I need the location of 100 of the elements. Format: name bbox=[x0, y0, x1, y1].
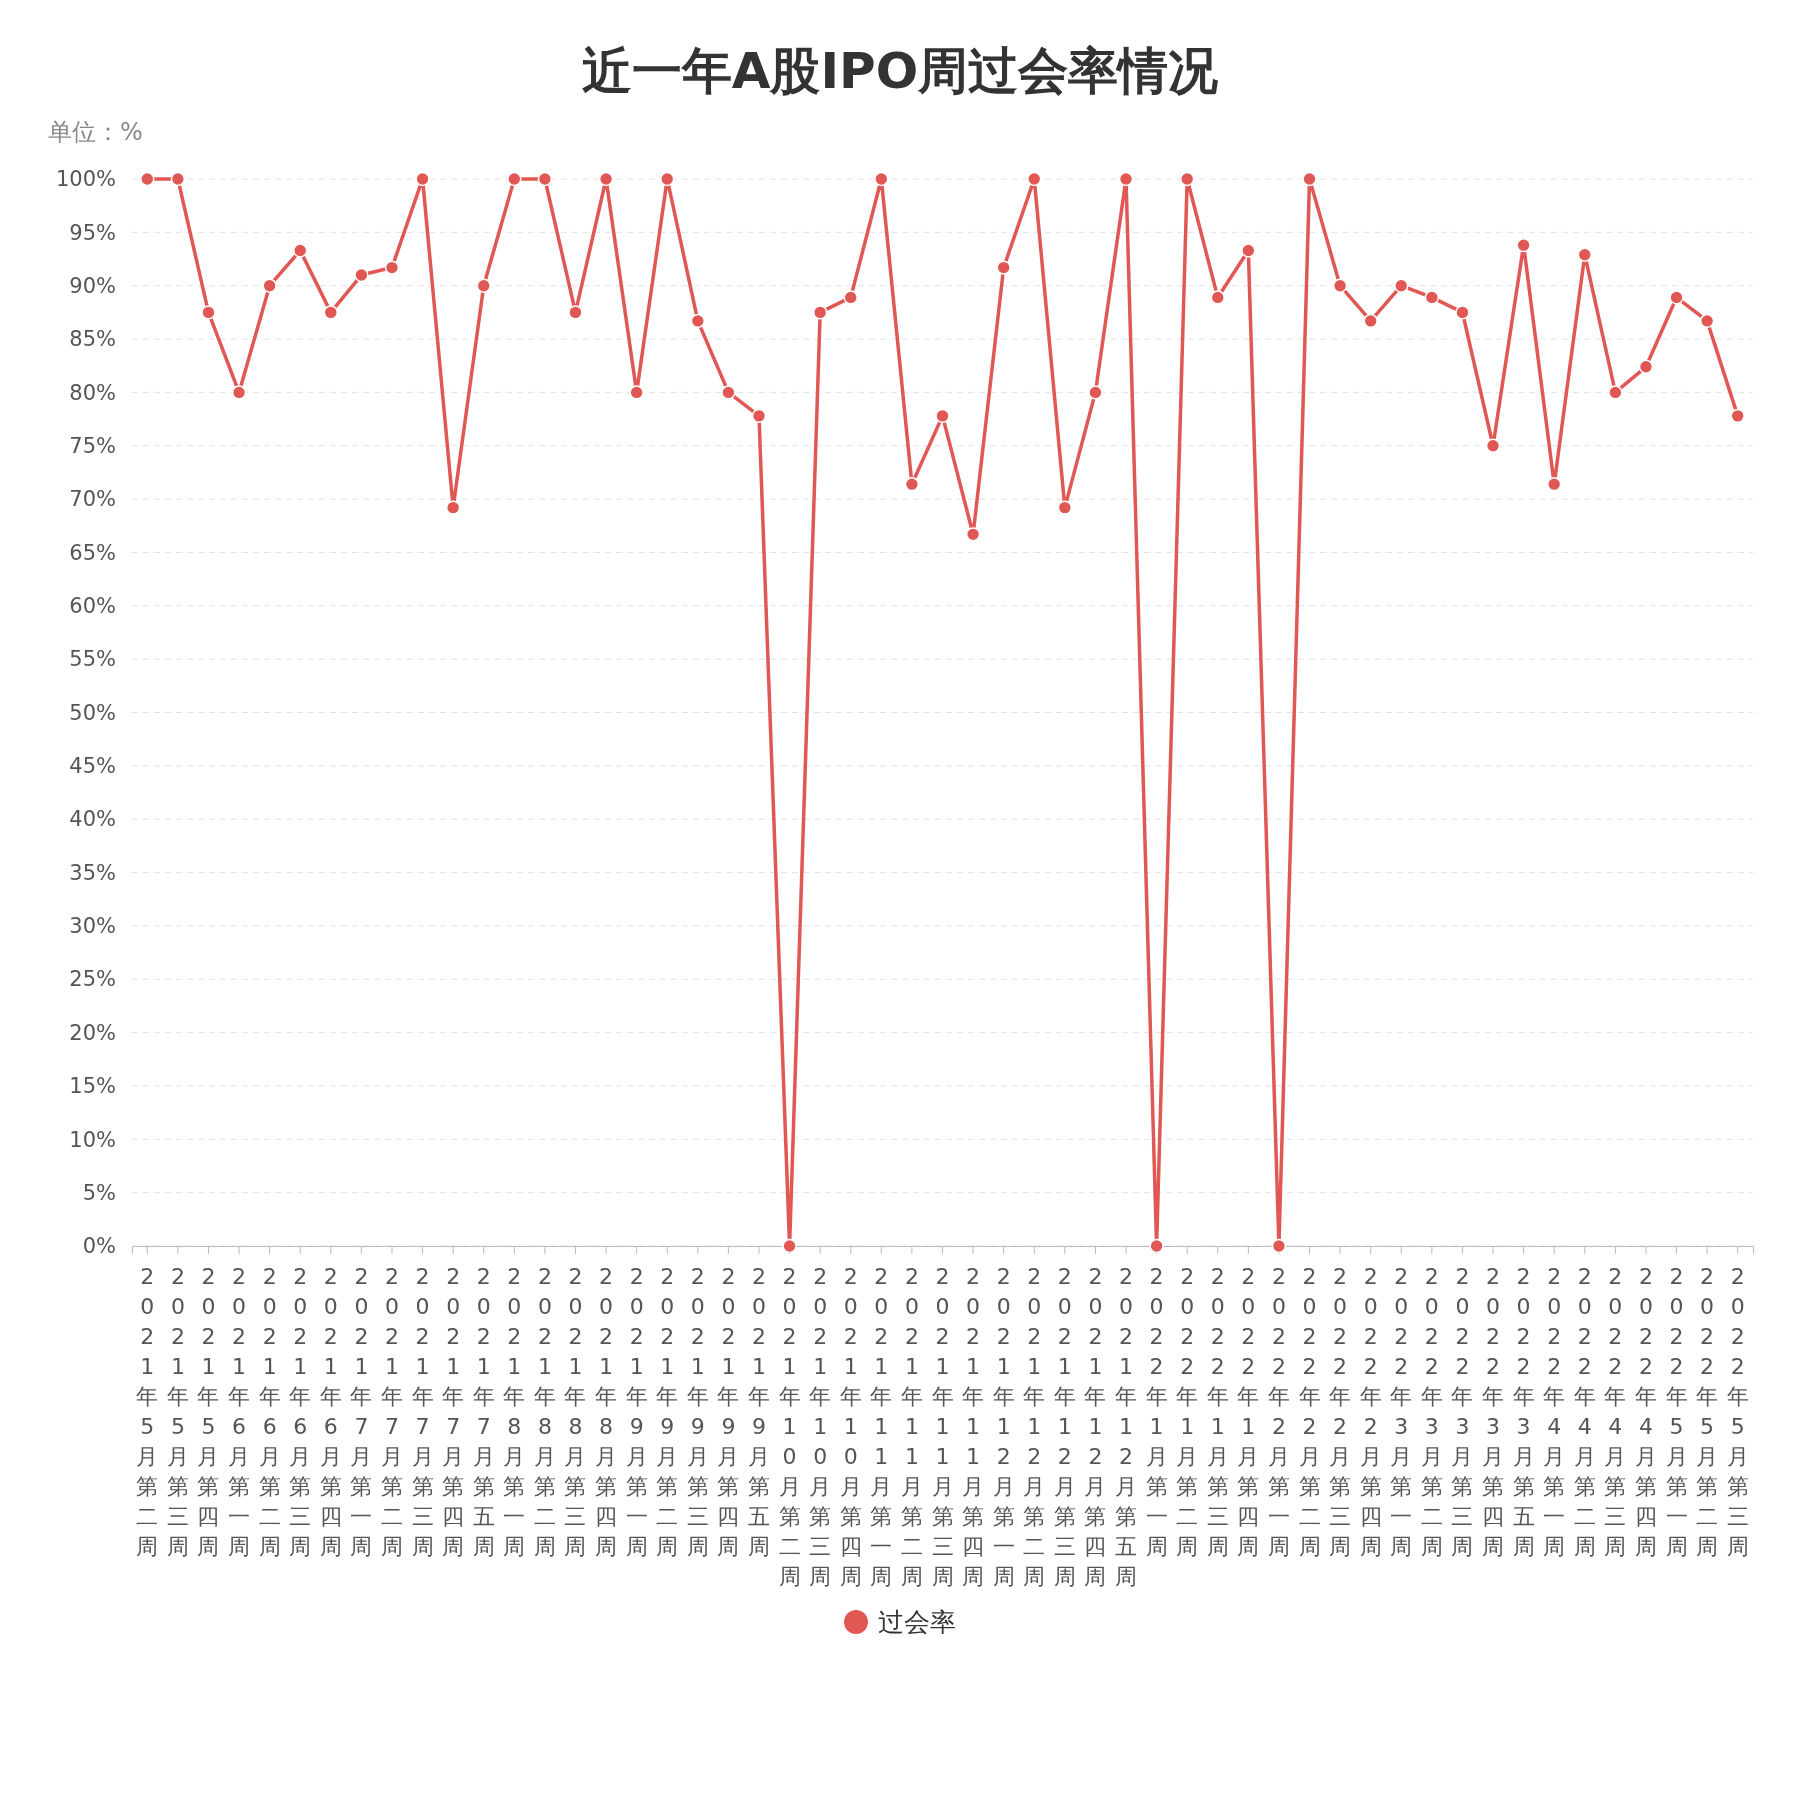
category-label: 2022年3月第五周 bbox=[1512, 1264, 1535, 1559]
category-label: 2021年12月第三周 bbox=[1053, 1264, 1076, 1589]
category-label: 2021年5月第二周 bbox=[136, 1264, 159, 1559]
category-label: 2022年2月第四周 bbox=[1359, 1264, 1382, 1559]
point bbox=[201, 305, 216, 320]
legend-label: 过会率 bbox=[878, 1607, 956, 1637]
category-label: 2021年8月第三周 bbox=[564, 1264, 587, 1559]
category-label: 2022年3月第一周 bbox=[1390, 1264, 1413, 1559]
y-tick-label: 50% bbox=[69, 700, 116, 725]
y-tick-label: 75% bbox=[69, 433, 116, 458]
category-label: 2022年1月第二周 bbox=[1176, 1264, 1199, 1559]
point bbox=[1332, 278, 1348, 293]
category-label: 2021年9月第五周 bbox=[747, 1264, 770, 1559]
category-label: 2022年4月第二周 bbox=[1573, 1264, 1596, 1559]
category-label: 2021年6月第四周 bbox=[319, 1264, 342, 1559]
point bbox=[660, 171, 675, 187]
category-label: 2022年4月第一周 bbox=[1543, 1264, 1566, 1559]
category-label: 2021年7月第一周 bbox=[350, 1264, 373, 1559]
point bbox=[1577, 247, 1592, 262]
category-label: 2021年7月第四周 bbox=[442, 1264, 465, 1559]
point bbox=[323, 305, 338, 320]
category-label: 2022年4月第三周 bbox=[1604, 1264, 1627, 1559]
point bbox=[1057, 500, 1073, 515]
y-tick-label: 35% bbox=[69, 860, 116, 885]
point bbox=[1424, 290, 1440, 305]
category-label: 2021年9月第二周 bbox=[656, 1264, 679, 1559]
point bbox=[384, 260, 400, 275]
point bbox=[231, 385, 247, 400]
point bbox=[1669, 290, 1684, 305]
point bbox=[751, 408, 767, 424]
category-label: 2021年7月第五周 bbox=[472, 1264, 495, 1559]
category-label: 2021年9月第三周 bbox=[686, 1264, 709, 1559]
y-tick-label: 55% bbox=[69, 647, 116, 672]
y-tick-label: 30% bbox=[69, 914, 116, 939]
point bbox=[1027, 171, 1042, 187]
category-label: 2021年12月第四周 bbox=[1084, 1264, 1107, 1589]
category-label: 2022年2月第一周 bbox=[1267, 1264, 1290, 1559]
point bbox=[965, 527, 981, 542]
category-label: 2022年1月第三周 bbox=[1206, 1264, 1229, 1559]
category-label: 2021年12月第一周 bbox=[992, 1264, 1015, 1589]
point bbox=[507, 171, 522, 187]
y-tick-label: 70% bbox=[69, 487, 116, 512]
y-tick-label: 100% bbox=[55, 167, 116, 192]
point bbox=[1302, 171, 1317, 187]
y-tick-label: 10% bbox=[69, 1127, 116, 1152]
category-label: 2021年10月第四周 bbox=[839, 1264, 862, 1589]
point bbox=[1608, 385, 1623, 400]
point bbox=[415, 171, 430, 187]
point bbox=[935, 408, 950, 424]
category-label: 2022年3月第二周 bbox=[1420, 1264, 1443, 1559]
category-label: 2022年5月第三周 bbox=[1726, 1264, 1749, 1559]
category-label: 2021年10月第三周 bbox=[809, 1264, 832, 1589]
category-label: 2021年6月第三周 bbox=[289, 1264, 312, 1559]
point bbox=[140, 171, 155, 187]
category-label: 2021年9月第四周 bbox=[717, 1264, 740, 1559]
category-label: 2022年4月第四周 bbox=[1634, 1264, 1657, 1559]
y-tick-label: 80% bbox=[69, 380, 116, 405]
point bbox=[1547, 476, 1562, 492]
y-tick-label: 95% bbox=[69, 220, 116, 245]
point bbox=[1271, 1238, 1287, 1254]
y-tick-label: 15% bbox=[69, 1074, 116, 1099]
point bbox=[598, 171, 614, 187]
point bbox=[1210, 290, 1225, 305]
point bbox=[1394, 278, 1409, 293]
category-label: 2022年1月第四周 bbox=[1237, 1264, 1260, 1559]
point bbox=[1455, 305, 1470, 320]
category-label: 2021年5月第四周 bbox=[197, 1264, 220, 1559]
category-label: 2021年12月第五周 bbox=[1115, 1264, 1138, 1589]
point bbox=[904, 476, 920, 492]
category-label: 2022年3月第四周 bbox=[1482, 1264, 1505, 1559]
category-label: 2021年7月第二周 bbox=[380, 1264, 403, 1559]
point bbox=[537, 171, 553, 187]
y-tick-label: 85% bbox=[69, 327, 116, 352]
y-tick-label: 0% bbox=[82, 1234, 116, 1259]
category-label: 2021年11月第四周 bbox=[962, 1264, 985, 1589]
y-tick-label: 90% bbox=[69, 273, 116, 298]
category-label: 2021年9月第一周 bbox=[625, 1264, 648, 1559]
category-label: 2022年2月第二周 bbox=[1298, 1264, 1321, 1559]
point bbox=[445, 500, 461, 515]
category-label: 2021年11月第三周 bbox=[931, 1264, 954, 1589]
point bbox=[1699, 313, 1715, 329]
y-tick-label: 65% bbox=[69, 540, 116, 565]
point bbox=[1149, 1238, 1164, 1254]
category-label: 2022年3月第三周 bbox=[1451, 1264, 1474, 1559]
y-tick-label: 20% bbox=[69, 1020, 116, 1045]
y-tick-label: 25% bbox=[69, 967, 116, 992]
category-label: 2021年8月第四周 bbox=[595, 1264, 618, 1559]
category-label: 2021年6月第二周 bbox=[258, 1264, 281, 1559]
point bbox=[170, 171, 186, 187]
point bbox=[1516, 237, 1531, 253]
category-label: 2021年6月第一周 bbox=[228, 1264, 251, 1559]
chart-title: 近一年A股IPO周过会率情况 bbox=[581, 42, 1219, 100]
point bbox=[1241, 243, 1256, 258]
category-label: 2022年2月第三周 bbox=[1329, 1264, 1352, 1559]
category-label: 2022年1月第一周 bbox=[1145, 1264, 1168, 1559]
point bbox=[354, 267, 369, 283]
point bbox=[629, 385, 644, 400]
point bbox=[843, 290, 858, 305]
y-axis-title: 单位：% bbox=[48, 118, 143, 146]
category-label: 2021年8月第二周 bbox=[533, 1264, 556, 1559]
